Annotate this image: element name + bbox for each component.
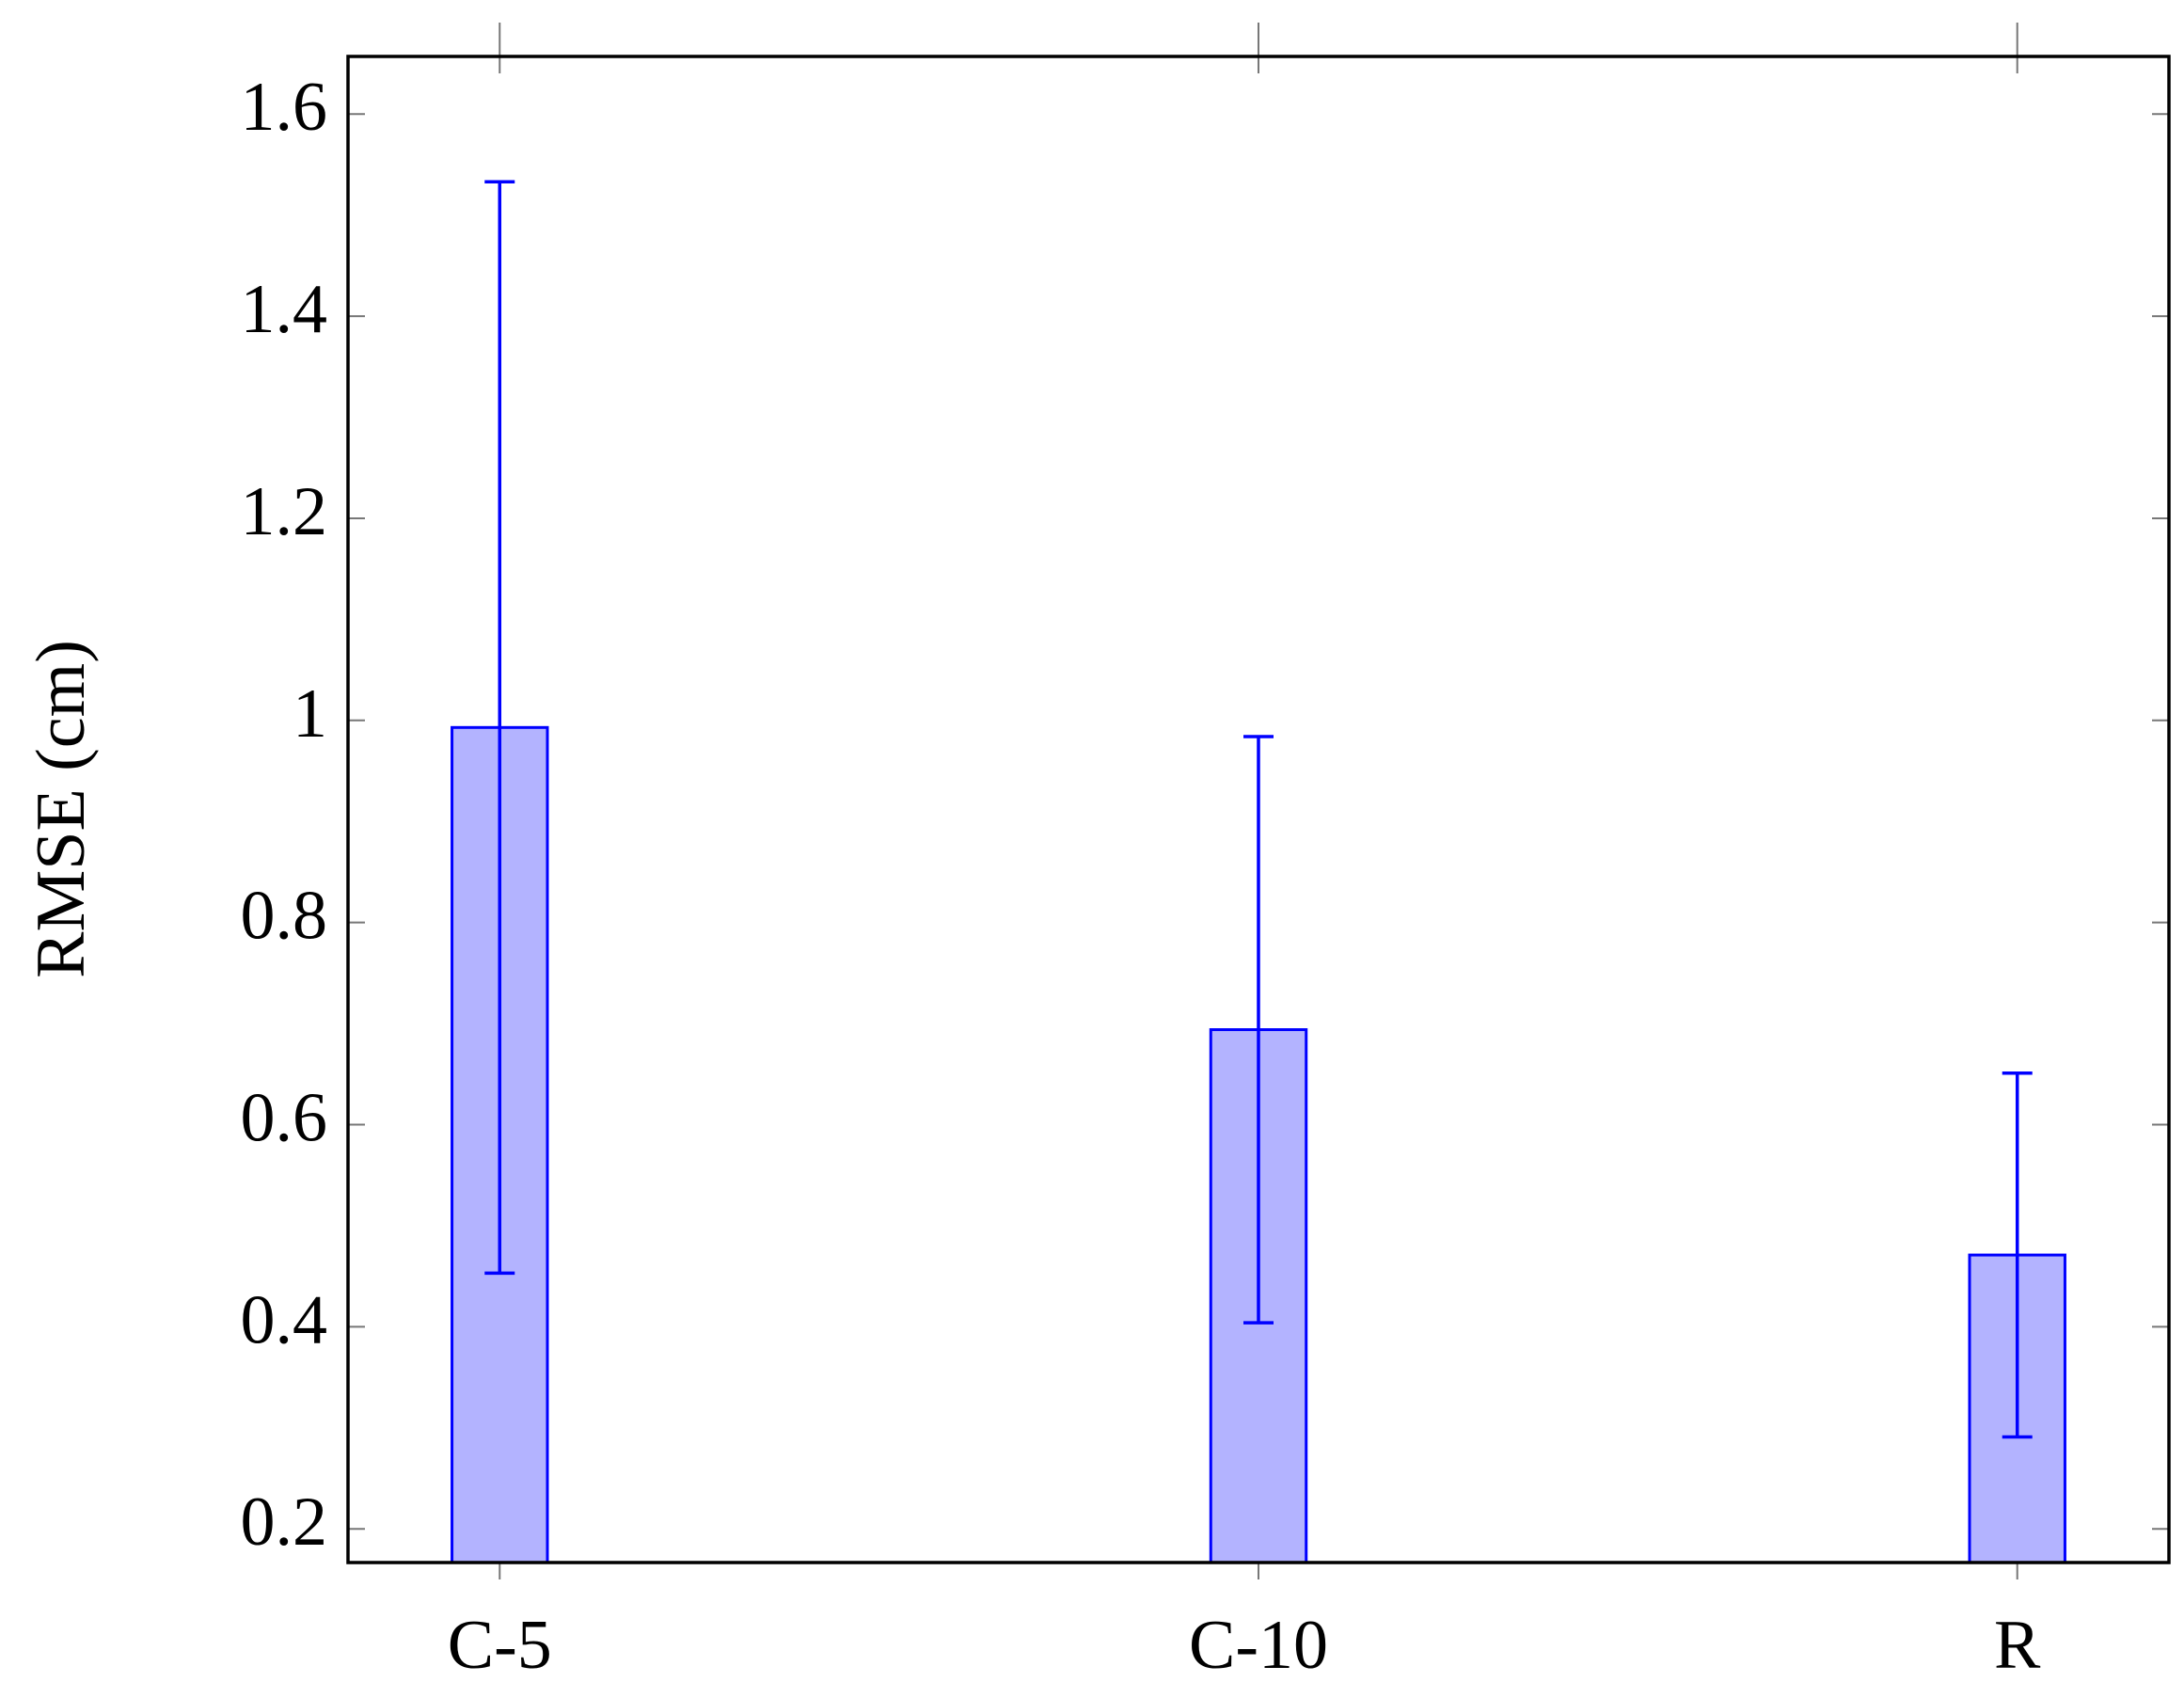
y-tick-label: 0.6 bbox=[241, 1079, 328, 1156]
error-bar bbox=[2002, 1071, 2033, 1439]
y-tick-label: 1.6 bbox=[241, 69, 328, 146]
y-tick-label: 0.2 bbox=[241, 1484, 328, 1561]
x-tick-label: C-5 bbox=[448, 1607, 552, 1684]
y-tick-label: 1.2 bbox=[241, 473, 328, 550]
x-tick-label: C-10 bbox=[1189, 1607, 1328, 1684]
y-axis-label: RMSE (cm) bbox=[23, 640, 100, 978]
plot-frame bbox=[346, 55, 2171, 1564]
y-tick-label: 1.4 bbox=[241, 271, 328, 348]
error-bar bbox=[1243, 735, 1274, 1325]
y-tick-label: 1 bbox=[293, 675, 327, 753]
error-bar bbox=[484, 180, 515, 1276]
x-tick-label: R bbox=[1994, 1607, 2041, 1684]
y-tick-label: 0.4 bbox=[241, 1281, 328, 1358]
y-tick-label: 0.8 bbox=[241, 878, 328, 955]
